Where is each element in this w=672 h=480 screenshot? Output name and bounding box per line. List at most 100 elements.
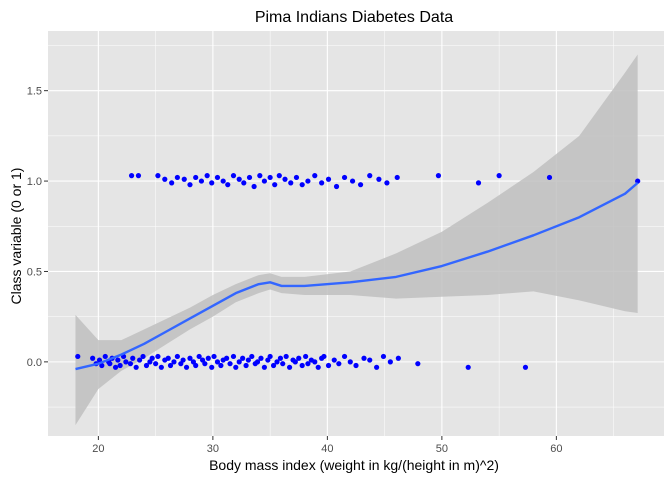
data-point xyxy=(283,353,289,360)
data-point xyxy=(522,364,529,370)
data-point xyxy=(90,355,96,361)
y-tick-label: 1.0 xyxy=(27,176,42,188)
data-point xyxy=(96,357,103,363)
data-point xyxy=(174,174,180,181)
data-point xyxy=(240,355,246,361)
data-point xyxy=(107,361,113,367)
data-point xyxy=(198,178,205,184)
data-point xyxy=(293,174,300,181)
minor-grid xyxy=(48,31,664,436)
data-point xyxy=(394,174,400,181)
data-point xyxy=(115,357,121,363)
data-point xyxy=(127,361,134,367)
y-axis-label: Class variable (0 or 1) xyxy=(8,168,24,305)
data-point xyxy=(123,359,129,365)
data-point xyxy=(211,353,217,360)
data-point xyxy=(336,361,342,367)
data-point xyxy=(305,178,311,184)
x-tick-label: 50 xyxy=(436,443,448,455)
data-point xyxy=(162,176,168,182)
data-point xyxy=(220,178,226,184)
data-point xyxy=(341,174,348,181)
data-point xyxy=(117,362,123,369)
data-point xyxy=(202,361,208,367)
data-point xyxy=(261,364,267,370)
data-point xyxy=(257,173,263,179)
data-point xyxy=(303,353,309,360)
data-point xyxy=(230,353,237,360)
data-point xyxy=(158,364,164,370)
data-point xyxy=(267,174,273,181)
data-point xyxy=(376,176,382,182)
y-tick-label: 0.5 xyxy=(27,266,42,278)
data-point xyxy=(167,362,174,369)
data-point xyxy=(218,362,224,369)
data-point xyxy=(331,357,337,363)
data-point xyxy=(357,182,364,188)
data-point xyxy=(277,355,284,361)
data-point xyxy=(380,353,387,360)
data-point xyxy=(367,173,373,179)
data-point xyxy=(135,173,142,179)
data-point xyxy=(546,174,553,181)
data-point xyxy=(181,176,187,182)
data-point xyxy=(395,355,401,361)
data-point xyxy=(321,353,327,360)
x-axis-label: Body mass index (weight in kg/(height in… xyxy=(209,457,499,473)
x-tick-label: 40 xyxy=(321,443,333,455)
data-point xyxy=(475,180,482,186)
points-layer xyxy=(75,173,641,370)
data-point xyxy=(254,359,261,365)
data-point xyxy=(296,355,302,361)
data-point xyxy=(270,362,277,369)
data-point xyxy=(155,173,161,179)
data-point xyxy=(258,355,264,361)
data-point xyxy=(230,173,237,179)
data-point xyxy=(165,355,171,361)
data-point xyxy=(112,364,119,370)
data-point xyxy=(246,174,253,181)
data-point xyxy=(299,362,305,369)
data-point xyxy=(183,364,190,370)
data-point xyxy=(325,362,332,369)
data-point xyxy=(251,183,257,190)
x-tick-label: 30 xyxy=(207,443,219,455)
data-point xyxy=(299,182,305,188)
data-point xyxy=(187,355,193,361)
data-point xyxy=(180,357,186,363)
data-point xyxy=(171,359,177,365)
data-point xyxy=(133,364,139,370)
x-tick-label: 20 xyxy=(92,443,104,455)
data-point xyxy=(236,176,242,182)
data-point xyxy=(267,353,273,360)
data-point xyxy=(187,182,193,188)
data-point xyxy=(312,173,318,179)
data-point xyxy=(193,362,199,369)
data-point xyxy=(196,353,202,360)
x-tick-label: 60 xyxy=(550,443,562,455)
chart-title: Pima Indians Diabetes Data xyxy=(255,9,453,26)
data-point xyxy=(374,364,380,370)
data-point xyxy=(349,178,356,184)
data-point xyxy=(341,353,348,360)
data-point xyxy=(496,173,502,179)
data-point xyxy=(209,364,215,370)
data-point xyxy=(130,355,136,361)
data-point xyxy=(276,173,282,179)
data-point xyxy=(261,178,267,184)
data-point xyxy=(347,359,353,365)
data-point xyxy=(241,180,247,186)
data-point xyxy=(137,357,143,363)
data-point xyxy=(305,361,311,367)
data-point xyxy=(353,362,359,369)
data-point xyxy=(367,357,373,363)
data-point xyxy=(333,183,340,190)
data-point xyxy=(169,180,175,186)
data-point xyxy=(140,353,146,360)
data-point xyxy=(245,357,251,363)
data-point xyxy=(193,174,199,181)
data-point xyxy=(214,174,221,181)
data-point xyxy=(243,362,249,369)
confidence-band-layer xyxy=(75,54,638,426)
data-point xyxy=(128,173,135,179)
